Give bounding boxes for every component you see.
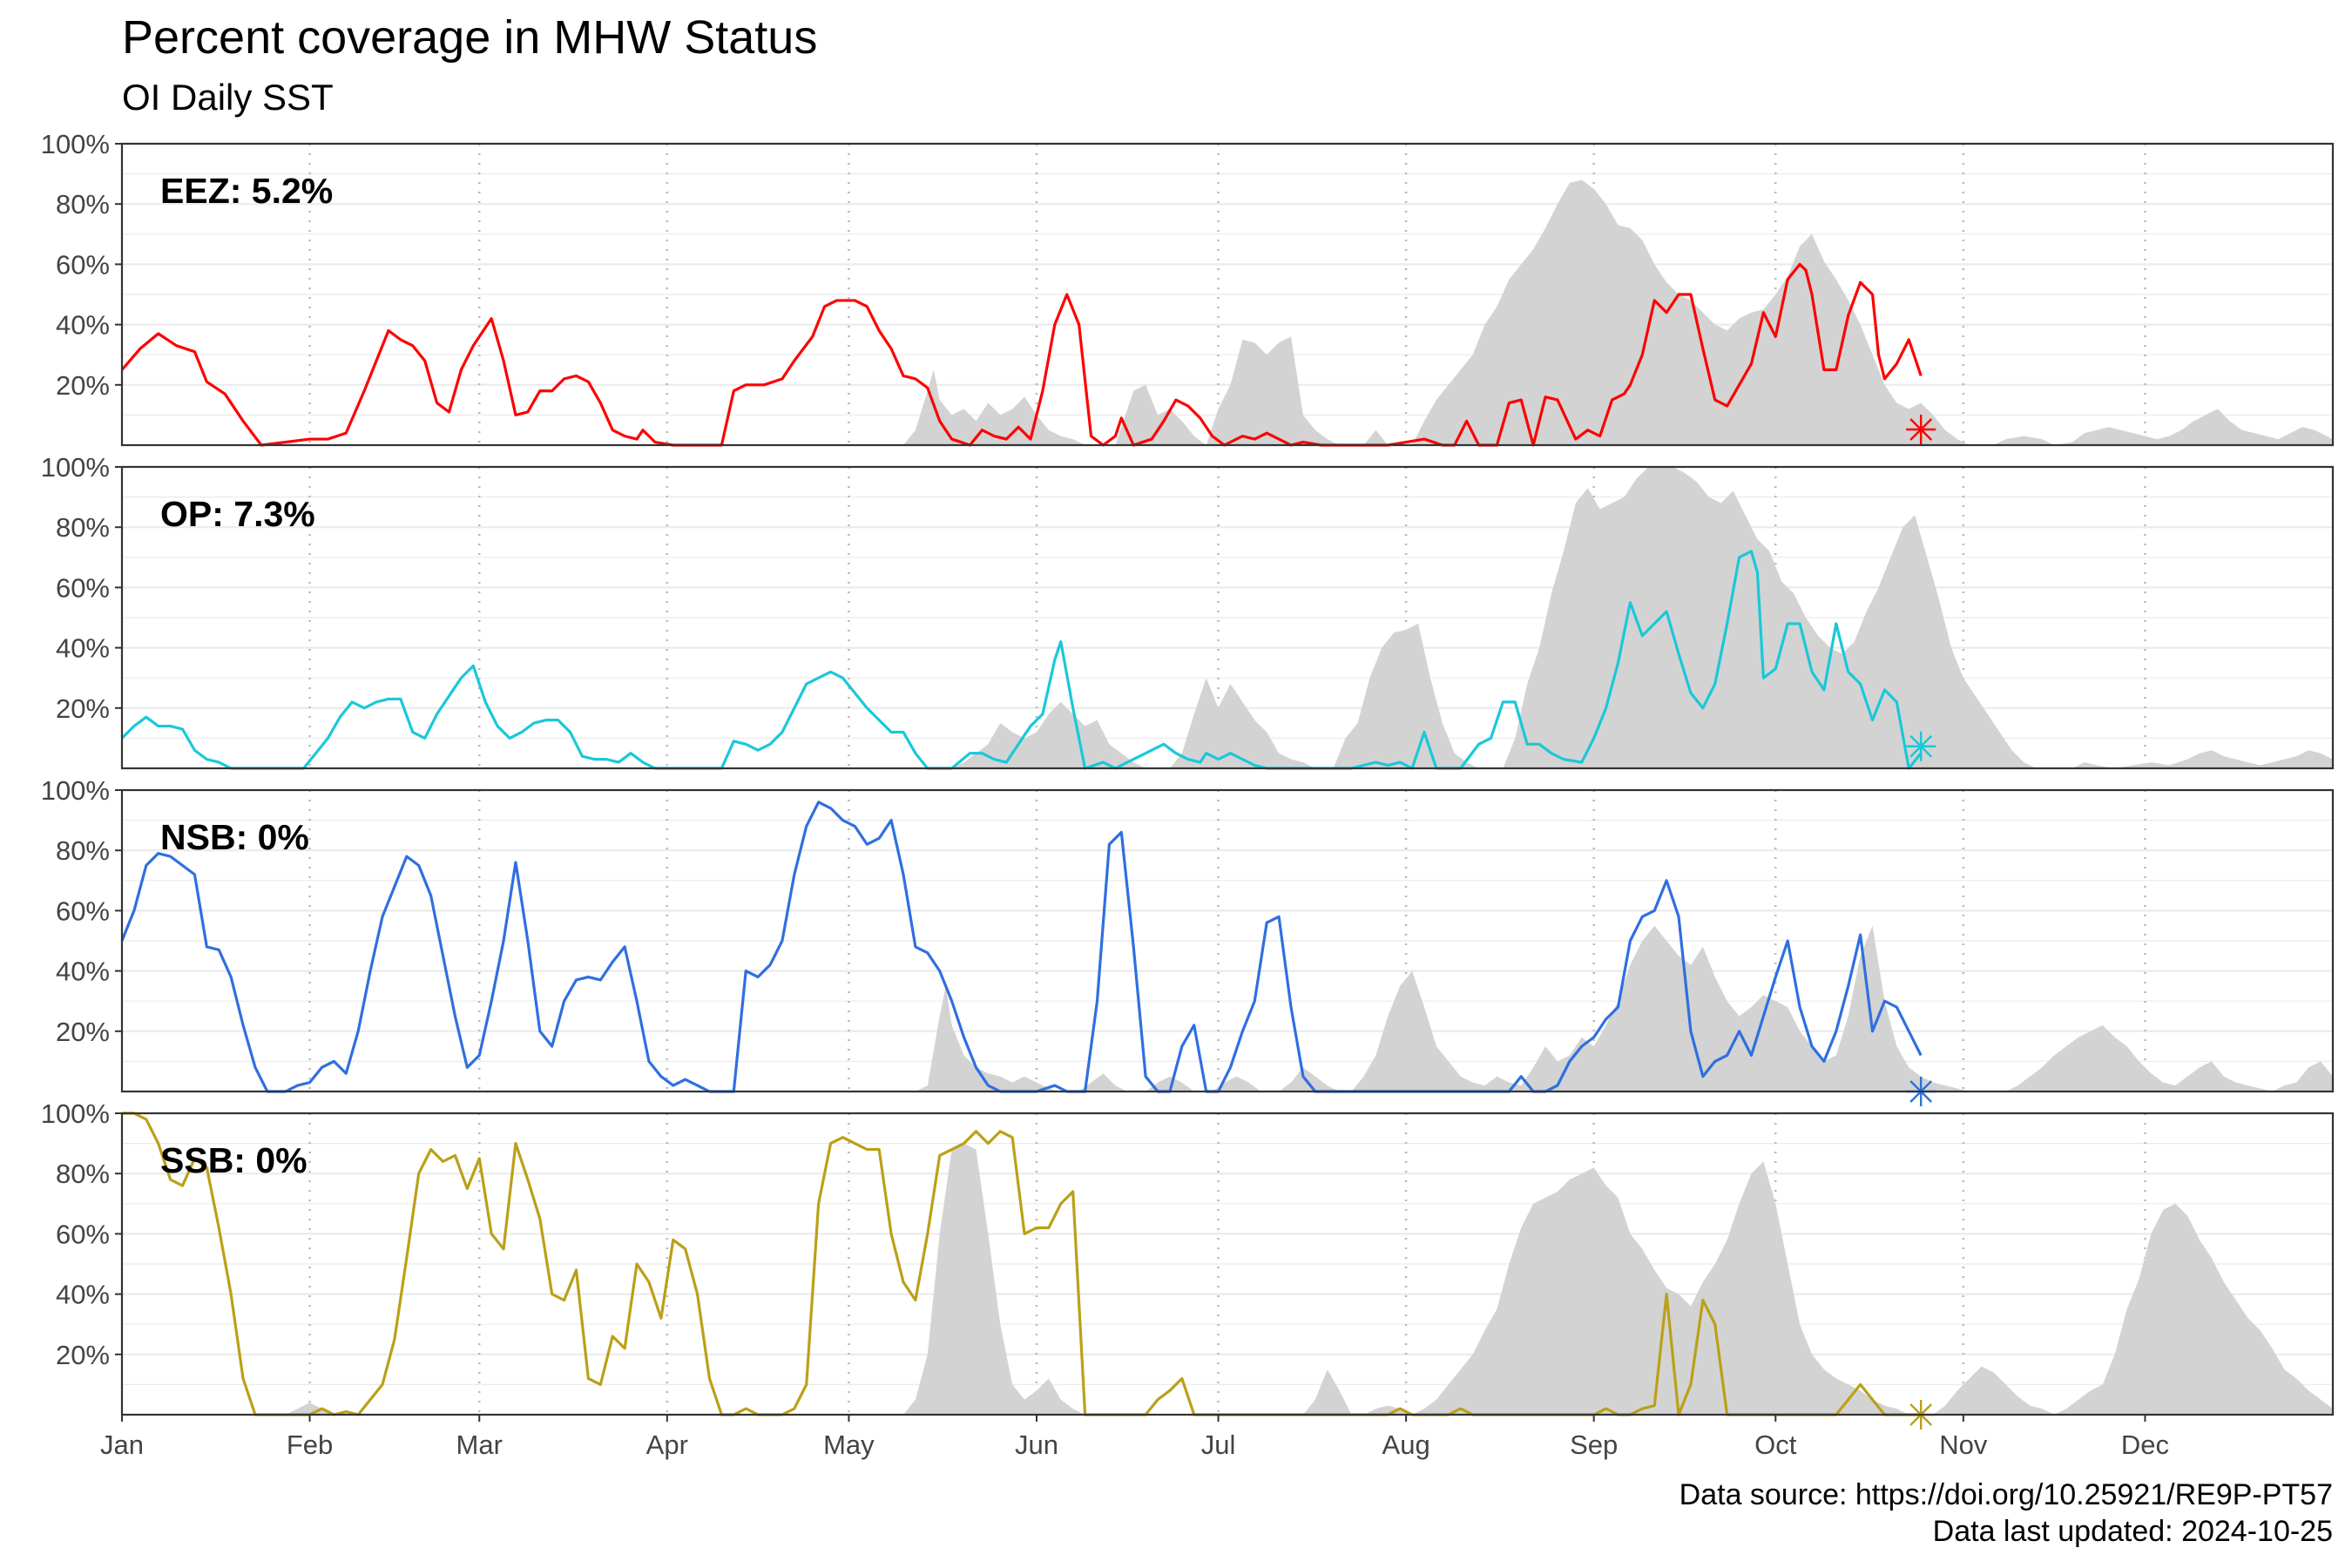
panel-label: OP: 7.3% <box>160 494 315 534</box>
x-tick-label: Apr <box>646 1429 688 1460</box>
panel-border <box>120 465 2335 770</box>
y-tick-label: 100% <box>41 129 110 159</box>
x-tick-label: Aug <box>1382 1429 1430 1460</box>
panel-nsb: 20% 40% 60% 80% 100% NSB: 0% <box>41 775 2335 1106</box>
current-value-marker <box>1906 415 1936 445</box>
panel-label: SSB: 0% <box>160 1140 308 1180</box>
coverage-area <box>122 925 2333 1092</box>
y-tick-label: 100% <box>41 775 110 806</box>
coverage-area <box>122 1143 2333 1415</box>
x-tick-label: Jul <box>1201 1429 1236 1460</box>
y-tick-label: 60% <box>56 572 110 603</box>
y-tick-label: 80% <box>56 1159 110 1189</box>
y-tick-label: 80% <box>56 835 110 866</box>
y-tick-label: 20% <box>56 693 110 724</box>
data-source-text: Data source: https://doi.org/10.25921/RE… <box>1679 1478 2333 1511</box>
y-tick-label: 20% <box>56 370 110 401</box>
coverage-line <box>120 801 1923 1093</box>
x-axis: Jan Feb Mar Apr May Jun Jul Aug Sep Oct Nov Dec <box>100 1415 2169 1460</box>
panel-border <box>120 1112 2335 1416</box>
x-tick-label: Oct <box>1754 1429 1797 1460</box>
panel-border <box>120 142 2335 447</box>
y-tick-label: 100% <box>41 1098 110 1129</box>
y-tick-label: 40% <box>56 956 110 987</box>
coverage-area <box>122 179 2333 445</box>
panel-label: NSB: 0% <box>160 817 309 857</box>
x-tick-label: Jun <box>1015 1429 1058 1460</box>
y-tick-label: 80% <box>56 189 110 220</box>
current-value-marker <box>1906 731 1936 761</box>
x-tick-label: May <box>823 1429 875 1460</box>
y-tick-label: 60% <box>56 249 110 280</box>
coverage-area <box>122 467 2333 768</box>
panel-ssb: 20% 40% 60% 80% 100% SSB: 0% <box>41 1098 2335 1429</box>
chart-caption: Data source: https://doi.org/10.25921/RE… <box>1680 1477 2333 1550</box>
data-updated-text: Data last updated: 2024-10-25 <box>1932 1515 2333 1548</box>
x-tick-label: Mar <box>456 1429 503 1460</box>
x-tick-label: Feb <box>287 1429 333 1460</box>
x-tick-label: Sep <box>1570 1429 1618 1460</box>
y-tick-label: 100% <box>41 452 110 483</box>
chart-title: Percent coverage in MHW Status <box>122 11 818 64</box>
chart-subtitle: OI Daily SST <box>122 77 334 118</box>
y-tick-label: 60% <box>56 896 110 926</box>
y-tick-label: 40% <box>56 633 110 664</box>
panel-border <box>120 788 2335 1093</box>
panel-op: 20% 40% 60% 80% 100% OP: 7.3% <box>41 452 2335 770</box>
marker-stroke <box>1909 418 1933 441</box>
x-tick-label: Nov <box>1939 1429 1988 1460</box>
x-tick-label: Jan <box>100 1429 144 1460</box>
coverage-line <box>120 262 1923 447</box>
x-tick-label: Dec <box>2121 1429 2169 1460</box>
y-tick-label: 20% <box>56 1340 110 1370</box>
y-tick-label: 60% <box>56 1219 110 1249</box>
marker-stroke <box>1909 734 1933 758</box>
panel-label: EEZ: 5.2% <box>160 171 333 211</box>
coverage-line <box>122 1112 1922 1416</box>
y-tick-label: 40% <box>56 310 110 341</box>
coverage-line <box>120 550 1923 770</box>
y-tick-label: 40% <box>56 1280 110 1310</box>
y-tick-label: 80% <box>56 512 110 543</box>
panel-eez: 20% 40% 60% 80% 100% EEZ: 5.2% <box>41 129 2335 447</box>
y-tick-label: 20% <box>56 1017 110 1047</box>
